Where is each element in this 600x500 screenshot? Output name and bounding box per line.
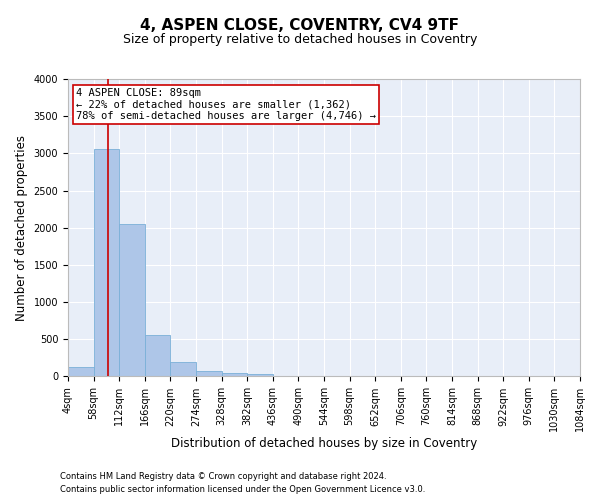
- Text: Size of property relative to detached houses in Coventry: Size of property relative to detached ho…: [123, 32, 477, 46]
- Y-axis label: Number of detached properties: Number of detached properties: [15, 134, 28, 320]
- Bar: [221, 373, 247, 376]
- Bar: [247, 374, 273, 376]
- Bar: [170, 362, 196, 376]
- Bar: [119, 224, 145, 376]
- Text: 4 ASPEN CLOSE: 89sqm
← 22% of detached houses are smaller (1,362)
78% of semi-de: 4 ASPEN CLOSE: 89sqm ← 22% of detached h…: [76, 88, 376, 121]
- Text: Contains HM Land Registry data © Crown copyright and database right 2024.: Contains HM Land Registry data © Crown c…: [60, 472, 386, 481]
- X-axis label: Distribution of detached houses by size in Coventry: Distribution of detached houses by size …: [171, 437, 477, 450]
- Text: Contains public sector information licensed under the Open Government Licence v3: Contains public sector information licen…: [60, 485, 425, 494]
- Bar: [196, 372, 221, 376]
- Bar: [145, 335, 170, 376]
- Text: 4, ASPEN CLOSE, COVENTRY, CV4 9TF: 4, ASPEN CLOSE, COVENTRY, CV4 9TF: [140, 18, 460, 32]
- Bar: [94, 149, 119, 376]
- Bar: [68, 367, 94, 376]
